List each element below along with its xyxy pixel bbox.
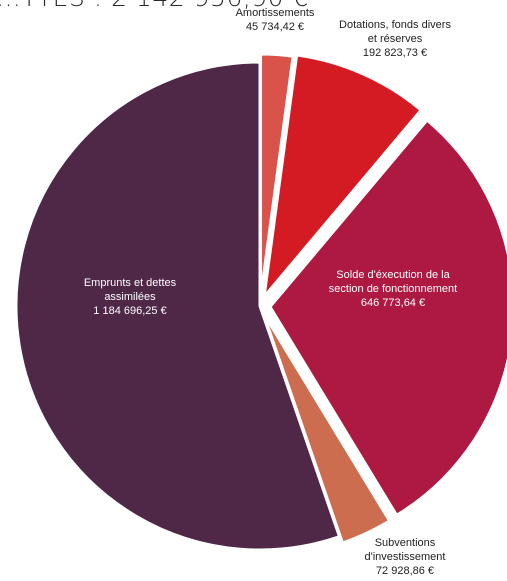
pie-slice-emprunts (14, 60, 342, 552)
slice-label-solde-execution: Solde d'éxecution de la section de fonct… (328, 269, 458, 309)
slice-label-amortissements: Amortissements 45 734,42 € (235, 7, 315, 33)
chart-title: …TTES : 2 142 956,90 € (0, 0, 309, 12)
slice-label-subventions: Subventions d'investissement 72 928,86 € (364, 537, 446, 577)
slice-label-emprunts: Emprunts et dettes assimilées 1 184 696,… (83, 277, 177, 317)
pie-slice-dotations (262, 53, 423, 299)
pie-slice-subventions (261, 310, 392, 545)
pie-slice-amortissements (259, 52, 295, 300)
slice-label-dotations: Dotations, fonds divers et réserves 192 … (339, 19, 451, 59)
pie-slice-solde-execution (268, 118, 507, 517)
